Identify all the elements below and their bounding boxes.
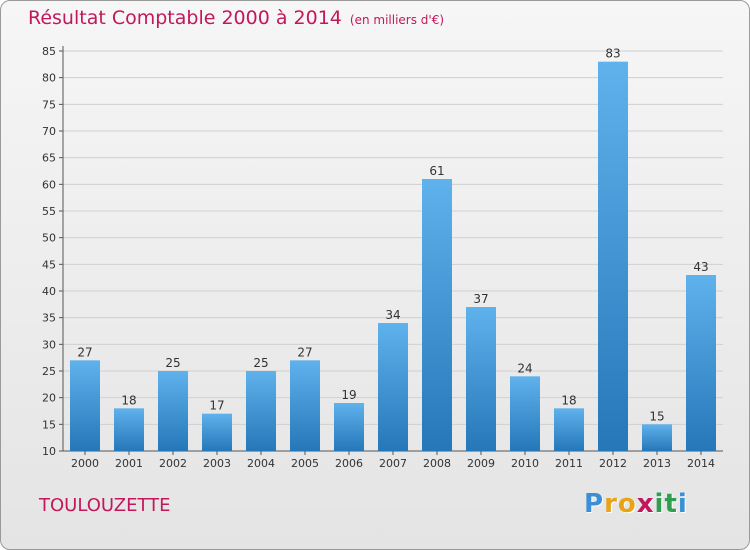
x-tick-label: 2013 [643, 457, 671, 470]
bar-2008 [422, 179, 452, 451]
y-tick-label: 20 [42, 392, 56, 405]
x-tick-label: 2007 [379, 457, 407, 470]
bar-2010 [510, 376, 540, 451]
bar-2000 [70, 360, 100, 451]
bar-value-label: 43 [693, 260, 708, 274]
bar-value-label: 25 [253, 356, 268, 370]
bar-value-label: 19 [341, 388, 356, 402]
bar-2011 [554, 408, 584, 451]
y-tick-label: 45 [42, 258, 56, 271]
bar-2001 [114, 408, 144, 451]
x-tick-label: 2011 [555, 457, 583, 470]
logo-letter: o [617, 489, 637, 519]
bar-value-label: 34 [385, 308, 400, 322]
y-tick-label: 55 [42, 205, 56, 218]
bar-value-label: 17 [209, 399, 224, 413]
x-tick-label: 2012 [599, 457, 627, 470]
bar-2014 [686, 275, 716, 451]
chart-title: Résultat Comptable 2000 à 2014 (en millie… [28, 7, 444, 29]
bar-2013 [642, 424, 672, 451]
bar-value-label: 27 [77, 345, 92, 359]
x-tick-label: 2005 [291, 457, 319, 470]
bars [70, 61, 716, 452]
logo-letter: r [604, 489, 618, 519]
x-tick-label: 2006 [335, 457, 363, 470]
bar-value-label: 83 [605, 47, 620, 61]
y-tick-label: 65 [42, 152, 56, 165]
x-tick-label: 2004 [247, 457, 275, 470]
bar-value-label: 37 [473, 292, 488, 306]
chart-subtitle: (en milliers d'€) [349, 13, 445, 27]
chart-title-text: Résultat Comptable 2000 à 2014 [28, 7, 342, 29]
logo-letter: t [664, 489, 678, 519]
y-tick-label: 30 [42, 338, 56, 351]
x-tick-label: 2003 [203, 457, 231, 470]
x-tick-label: 2009 [467, 457, 495, 470]
y-tick-label: 25 [42, 365, 56, 378]
y-tick-label: 80 [42, 72, 56, 85]
y-tick-label: 50 [42, 232, 56, 245]
logo-letter: x [636, 489, 655, 519]
y-tick-label: 15 [42, 418, 56, 431]
bar-2003 [202, 413, 232, 451]
x-tick-label: 2014 [687, 457, 715, 470]
x-tick-label: 2000 [71, 457, 99, 470]
bar-2004 [246, 371, 276, 451]
x-tick-label: 2008 [423, 457, 451, 470]
logo-letter: i [677, 489, 688, 519]
y-tick-label: 85 [42, 45, 56, 58]
bar-value-label: 27 [297, 345, 312, 359]
y-tick-label: 60 [42, 178, 56, 191]
bar-2002 [158, 371, 188, 451]
bar-2006 [334, 403, 364, 451]
bar-2005 [290, 360, 320, 451]
bar-2007 [378, 323, 408, 451]
y-tick-label: 75 [42, 98, 56, 111]
bar-value-label: 24 [517, 361, 532, 375]
x-tick-label: 2010 [511, 457, 539, 470]
y-tick-label: 35 [42, 312, 56, 325]
bar-2009 [466, 307, 496, 451]
x-tick-label: 2002 [159, 457, 187, 470]
labels: 10 15 20 25 30 35 40 45 50 55 60 65 70 75 80 85 27 2000 18… [42, 45, 715, 470]
bar-2012 [598, 61, 628, 452]
bar-value-label: 18 [121, 393, 136, 407]
place-name: TOULOUZETTE [39, 495, 171, 516]
bar-value-label: 15 [649, 409, 664, 423]
y-tick-label: 10 [42, 445, 56, 458]
logo-letter: i [654, 489, 665, 519]
bar-value-label: 25 [165, 356, 180, 370]
y-tick-label: 40 [42, 285, 56, 298]
logo-letter: P [584, 489, 605, 519]
y-tick-label: 70 [42, 125, 56, 138]
proxiti-logo: Proxiti [584, 489, 688, 519]
bar-value-label: 61 [429, 164, 444, 178]
x-tick-label: 2001 [115, 457, 143, 470]
bar-value-label: 18 [561, 393, 576, 407]
